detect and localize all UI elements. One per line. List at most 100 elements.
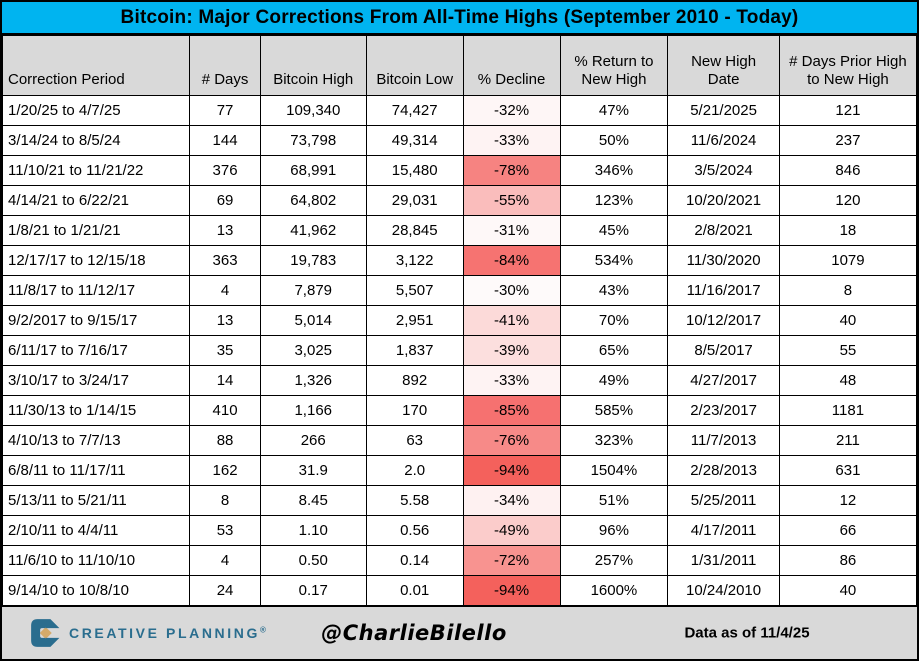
cell-bitcoin-low: 0.56	[365, 515, 464, 546]
cell-days-prior-high-to-new-high: 846	[778, 155, 917, 186]
cell-bitcoin-low: 5,507	[365, 275, 464, 306]
cell-days-prior-high-to-new-high: 40	[778, 305, 917, 336]
cell-bitcoin-low: 5.58	[365, 485, 464, 516]
cell-num-days: 4	[189, 545, 261, 576]
cell-pct-decline: -78%	[462, 155, 561, 186]
cell-bitcoin-high: 41,962	[259, 215, 367, 246]
cell-bitcoin-high: 0.50	[259, 545, 367, 576]
cell-pct-decline: -41%	[462, 305, 561, 336]
cell-pct-decline: -33%	[462, 365, 561, 396]
cell-pct-decline: -76%	[462, 425, 561, 456]
cell-num-days: 35	[189, 335, 261, 366]
cell-num-days: 77	[189, 95, 261, 126]
cell-correction-period: 9/2/2017 to 9/15/17	[2, 305, 191, 336]
cell-pct-return-to-new-high: 1600%	[559, 575, 669, 606]
cell-correction-period: 11/10/21 to 11/21/22	[2, 155, 191, 186]
table-row: 9/2/2017 to 9/15/17 13 5,014 2,951 -41% 70% 10…	[2, 305, 917, 336]
cell-new-high-date: 11/16/2017	[667, 275, 780, 306]
col-header-correction-period: Correction Period	[2, 35, 191, 96]
table-row: 5/13/11 to 5/21/11 8 8.45 5.58 -34% 51% 5/25/2…	[2, 485, 917, 516]
cell-pct-decline: -30%	[462, 275, 561, 306]
col-header-pct-decline: % Decline	[462, 35, 561, 96]
cell-pct-decline: -33%	[462, 125, 561, 156]
cell-days-prior-high-to-new-high: 66	[778, 515, 917, 546]
cell-pct-decline: -49%	[462, 515, 561, 546]
cell-num-days: 144	[189, 125, 261, 156]
cell-new-high-date: 2/8/2021	[667, 215, 780, 246]
title-bar: Bitcoin: Major Corrections From All-Time…	[2, 2, 917, 35]
cell-pct-return-to-new-high: 70%	[559, 305, 669, 336]
table-row: 12/17/17 to 12/15/18 363 19,783 3,122 -84% 53…	[2, 245, 917, 276]
cell-bitcoin-low: 29,031	[365, 185, 464, 216]
cell-bitcoin-low: 0.14	[365, 545, 464, 576]
cell-days-prior-high-to-new-high: 1181	[778, 395, 917, 426]
cell-pct-decline: -55%	[462, 185, 561, 216]
cell-bitcoin-low: 15,480	[365, 155, 464, 186]
cell-correction-period: 1/20/25 to 4/7/25	[2, 95, 191, 126]
cell-pct-return-to-new-high: 323%	[559, 425, 669, 456]
table-row: 2/10/11 to 4/4/11 53 1.10 0.56 -49% 96% 4/17/2…	[2, 515, 917, 546]
cell-new-high-date: 10/24/2010	[667, 575, 780, 606]
table-row: 1/20/25 to 4/7/25 77 109,340 74,427 -32% 47% 5…	[2, 95, 917, 126]
cell-bitcoin-high: 19,783	[259, 245, 367, 276]
cell-pct-return-to-new-high: 43%	[559, 275, 669, 306]
cell-days-prior-high-to-new-high: 121	[778, 95, 917, 126]
cell-new-high-date: 2/28/2013	[667, 455, 780, 486]
cell-days-prior-high-to-new-high: 12	[778, 485, 917, 516]
table-row: 11/6/10 to 11/10/10 4 0.50 0.14 -72% 257% 1/31…	[2, 545, 917, 576]
col-header-days-prior-high: # Days Prior High to New High	[778, 35, 917, 96]
cell-days-prior-high-to-new-high: 631	[778, 455, 917, 486]
logo-text: CREATIVE PLANNING®	[69, 625, 266, 641]
table-body: 1/20/25 to 4/7/25 77 109,340 74,427 -32% 47% 5…	[2, 95, 917, 606]
cell-num-days: 162	[189, 455, 261, 486]
cell-bitcoin-high: 1.10	[259, 515, 367, 546]
cell-num-days: 53	[189, 515, 261, 546]
table-row: 11/30/13 to 1/14/15 410 1,166 170 -85% 585% 2/…	[2, 395, 917, 426]
cell-pct-return-to-new-high: 65%	[559, 335, 669, 366]
cell-pct-decline: -34%	[462, 485, 561, 516]
page-title: Bitcoin: Major Corrections From All-Time…	[120, 6, 799, 28]
author-handle: @CharlieBilello	[321, 621, 507, 645]
table-row: 11/8/17 to 11/12/17 4 7,879 5,507 -30% 43% 11/…	[2, 275, 917, 306]
cell-bitcoin-high: 68,991	[259, 155, 367, 186]
cell-correction-period: 11/30/13 to 1/14/15	[2, 395, 191, 426]
creative-planning-logo-icon	[31, 619, 60, 647]
table-row: 3/10/17 to 3/24/17 14 1,326 892 -33% 49% 4/27/…	[2, 365, 917, 396]
cell-correction-period: 6/11/17 to 7/16/17	[2, 335, 191, 366]
cell-bitcoin-high: 8.45	[259, 485, 367, 516]
cell-new-high-date: 11/7/2013	[667, 425, 780, 456]
cell-correction-period: 4/14/21 to 6/22/21	[2, 185, 191, 216]
cell-pct-return-to-new-high: 123%	[559, 185, 669, 216]
cell-new-high-date: 5/25/2011	[667, 485, 780, 516]
cell-pct-return-to-new-high: 534%	[559, 245, 669, 276]
footer: CREATIVE PLANNING® @CharlieBilello Data …	[2, 606, 917, 659]
cell-days-prior-high-to-new-high: 211	[778, 425, 917, 456]
cell-new-high-date: 2/23/2017	[667, 395, 780, 426]
cell-new-high-date: 1/31/2011	[667, 545, 780, 576]
cell-new-high-date: 4/27/2017	[667, 365, 780, 396]
cell-num-days: 69	[189, 185, 261, 216]
cell-pct-return-to-new-high: 50%	[559, 125, 669, 156]
cell-num-days: 376	[189, 155, 261, 186]
table-row: 6/11/17 to 7/16/17 35 3,025 1,837 -39% 65% 8/5…	[2, 335, 917, 366]
creative-planning-logo: CREATIVE PLANNING®	[30, 618, 266, 648]
cell-pct-decline: -31%	[462, 215, 561, 246]
cell-new-high-date: 11/30/2020	[667, 245, 780, 276]
cell-pct-decline: -85%	[462, 395, 561, 426]
table-row: 1/8/21 to 1/21/21 13 41,962 28,845 -31% 45% 2/…	[2, 215, 917, 246]
col-header-new-high-date: New High Date	[667, 35, 780, 96]
cell-pct-return-to-new-high: 1504%	[559, 455, 669, 486]
cell-days-prior-high-to-new-high: 120	[778, 185, 917, 216]
cell-pct-return-to-new-high: 47%	[559, 95, 669, 126]
cell-pct-decline: -72%	[462, 545, 561, 576]
cell-bitcoin-high: 5,014	[259, 305, 367, 336]
cell-pct-return-to-new-high: 257%	[559, 545, 669, 576]
cell-new-high-date: 11/6/2024	[667, 125, 780, 156]
header-row: Correction Period # Days Bitcoin High Bi…	[2, 35, 917, 96]
cell-pct-decline: -94%	[462, 575, 561, 606]
col-header-num-days: # Days	[189, 35, 261, 96]
cell-bitcoin-high: 266	[259, 425, 367, 456]
cell-num-days: 88	[189, 425, 261, 456]
cell-bitcoin-high: 3,025	[259, 335, 367, 366]
cell-new-high-date: 4/17/2011	[667, 515, 780, 546]
